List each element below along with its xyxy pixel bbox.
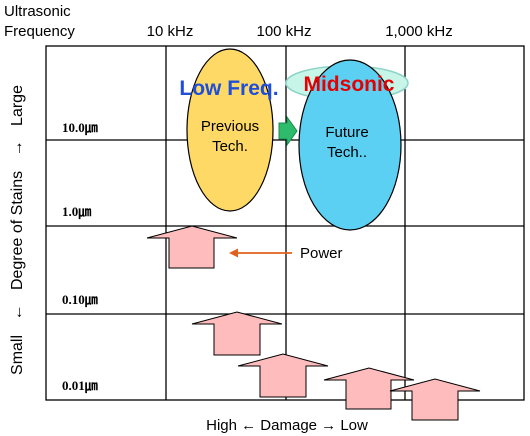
frequency-tick-10khz: 10 kHz: [147, 23, 194, 40]
future-tech-label-line2: Tech..: [327, 144, 367, 161]
frequency-tick-1000khz: 1,000 kHz: [385, 23, 453, 40]
stain-level-001um: 0.01㎛: [62, 378, 98, 394]
future-tech-ellipse: [298, 59, 402, 231]
power-arrow-5: [389, 378, 481, 421]
power-arrows: [146, 225, 481, 421]
stain-level-10um: 10.0㎛: [62, 120, 98, 136]
power-pointer-arrowhead-icon: [229, 248, 238, 258]
power-pointer: [229, 248, 292, 258]
low-freq-label: Low Freq.: [179, 77, 278, 100]
future-tech-label-line1: Future: [325, 124, 368, 141]
previous-tech-label-line2: Tech.: [212, 138, 248, 155]
grid-border: [45, 45, 525, 401]
stain-level-1um: 1.0㎛: [62, 204, 91, 220]
power-arrow-3: [237, 353, 329, 398]
midsonic-label: Midsonic: [303, 73, 394, 96]
power-arrow-1: [146, 225, 238, 269]
y-axis-arrow-down: ←: [9, 305, 26, 321]
previous-tech-label-line1: Previous: [201, 118, 259, 135]
previous-tech-ellipse: [186, 48, 274, 212]
y-axis-arrow-up: →: [9, 140, 26, 156]
y-axis-large: Large: [9, 85, 26, 126]
grid: [45, 45, 525, 401]
x-axis-label: High ← Damage → Low: [206, 417, 368, 434]
stain-level-010um: 0.10㎛: [62, 292, 98, 308]
power-arrow-4: [323, 367, 415, 410]
power-arrow-2: [191, 311, 283, 356]
header-title-line1: Ultrasonic: [4, 3, 71, 20]
y-axis-small: Small: [9, 335, 26, 375]
transition-arrow-icon: [278, 115, 298, 147]
y-axis-degree: Degree of Stains: [9, 171, 26, 290]
header-title-line2: Frequency: [4, 23, 75, 40]
y-axis-label: Small ← Degree of Stains → Large: [9, 85, 26, 375]
frequency-tick-100khz: 100 kHz: [256, 23, 311, 40]
power-label: Power: [300, 245, 343, 262]
